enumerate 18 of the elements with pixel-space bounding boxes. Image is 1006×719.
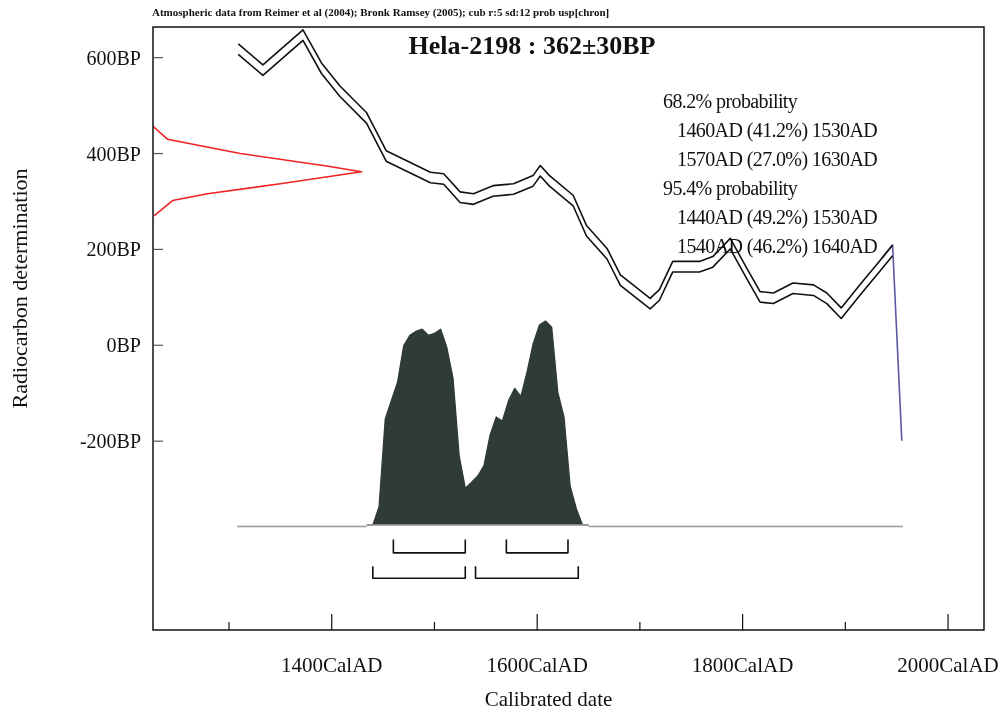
y-axis-title: Radiocarbon determination <box>7 168 32 409</box>
y-tick-label: 0BP <box>106 334 141 357</box>
text: Atmospheric data from Reimer et al (2004); Bronk Ramsey (2005); cub r:5 sd:12 prob usp[chron] <box>152 6 610 19</box>
y-tick-label: 200BP <box>86 238 141 261</box>
x-tick-label: 1800CalAD <box>691 653 794 677</box>
x-tick-label: 2000CalAD <box>897 653 999 677</box>
annotation: 1460AD (41.2%) 1530AD <box>677 119 878 142</box>
annotation: 68.2% probability <box>663 90 798 113</box>
x-axis-title: Calibrated date <box>484 687 613 711</box>
chart-title: Hela-2198 : 362±30BP <box>408 31 656 60</box>
annotation: 1440AD (49.2%) 1530AD <box>677 206 878 229</box>
x-tick-label: 1400CalAD <box>280 653 383 677</box>
y-tick-label: 600BP <box>86 46 141 69</box>
annotation: 95.4% probability <box>663 177 798 200</box>
y-tick-label: -200BP <box>79 430 141 453</box>
y-tick-label: 400BP <box>86 142 141 165</box>
annotation: 1570AD (27.0%) 1630AD <box>677 148 878 171</box>
x-tick-label: 1600CalAD <box>486 653 588 677</box>
